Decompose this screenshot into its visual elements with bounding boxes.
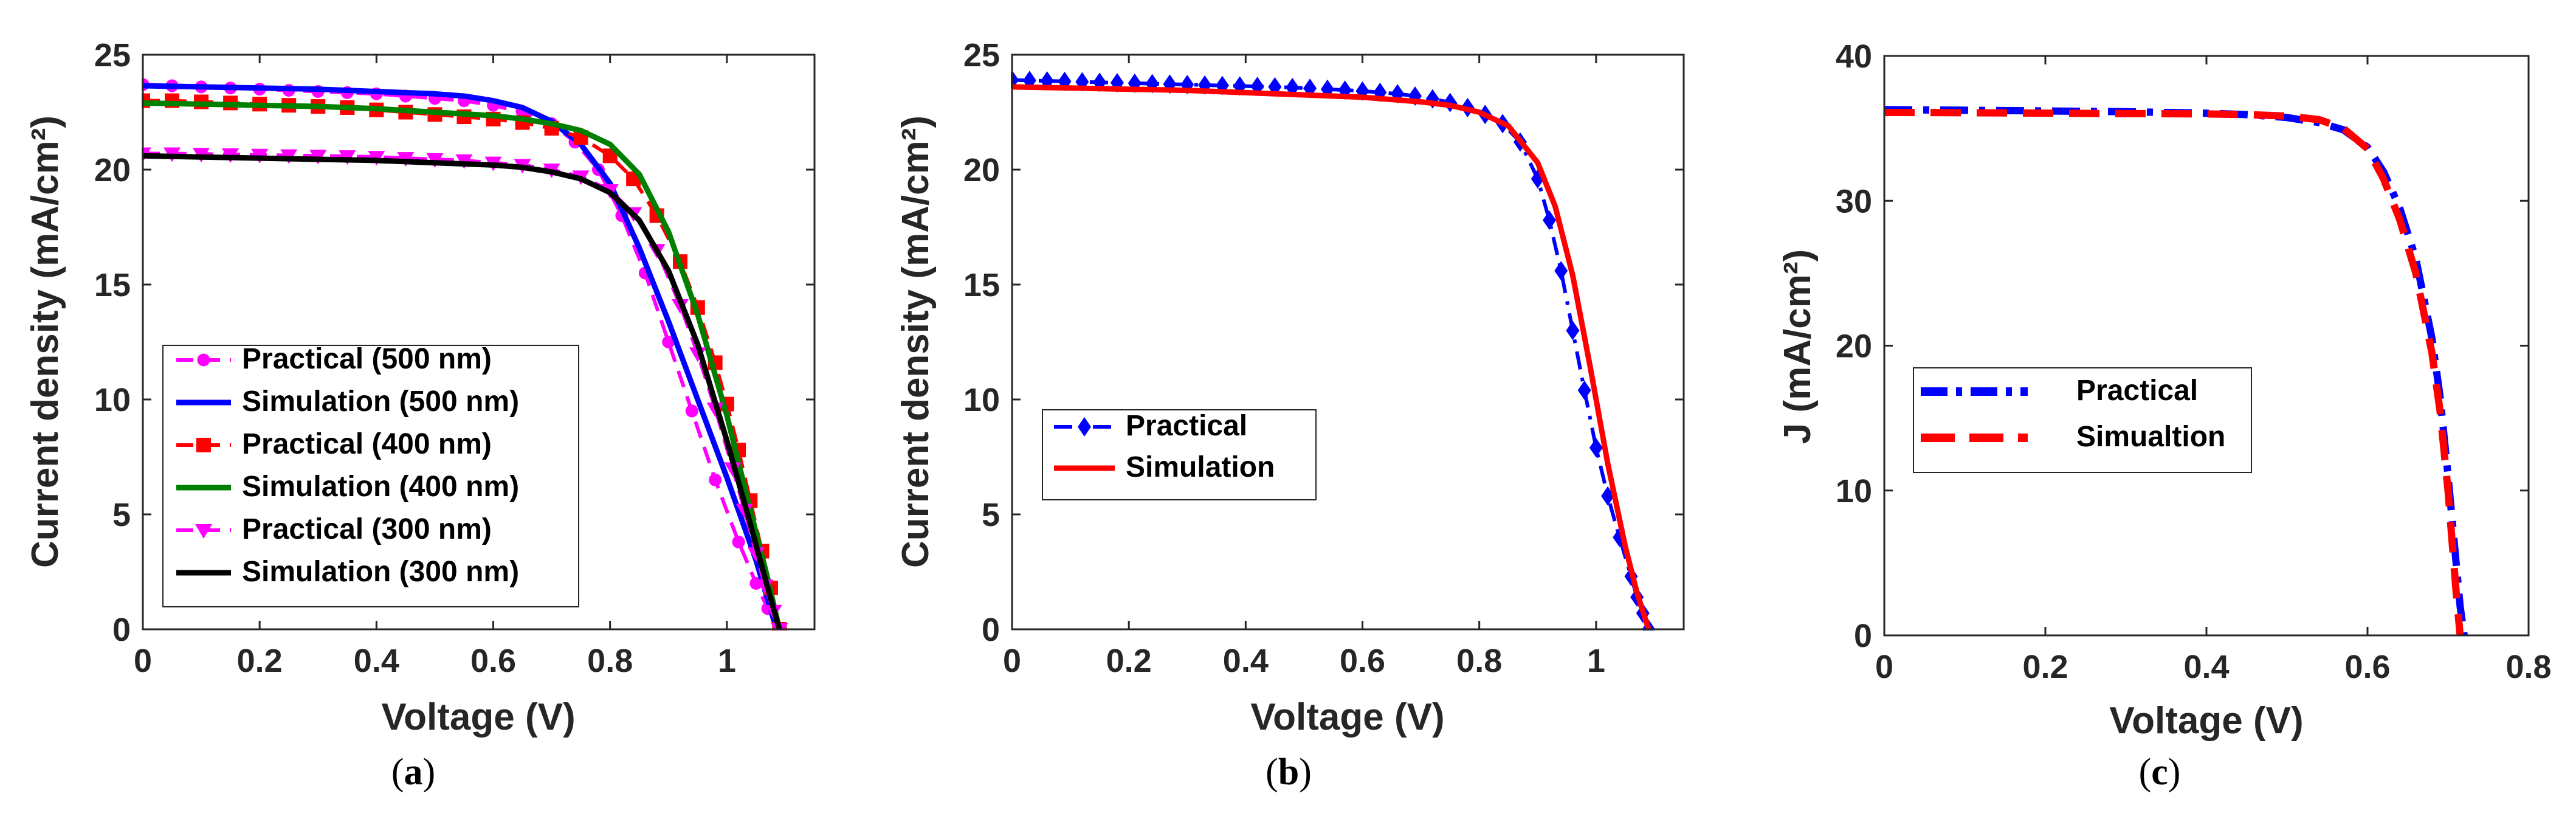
x-axis-label: Voltage (V) (2109, 700, 2303, 742)
caption-close-paren: ) (423, 752, 436, 793)
y-axis-label: Current density (mA/cm²) (24, 116, 66, 568)
x-tick-label: 0.2 (1106, 643, 1152, 679)
x-tick-label: 0.8 (1456, 643, 1502, 679)
legend-marker (1078, 417, 1091, 437)
series-group (1011, 70, 1656, 631)
legend-label: Simulation (300 nm) (242, 556, 519, 588)
x-tick-label: 0.6 (1340, 643, 1385, 679)
y-tick-label: 5 (982, 497, 1000, 533)
x-tick-label: 0.8 (587, 643, 633, 679)
legend-label: Simulation (1126, 451, 1275, 483)
data-point (1577, 380, 1591, 400)
series-line (1884, 108, 2464, 636)
x-tick-label: 0.4 (1223, 643, 1269, 679)
legend-label: Practical (500 nm) (242, 343, 492, 375)
legend-label: Practical (2076, 375, 2198, 407)
x-tick-label: 0.4 (2183, 649, 2229, 685)
y-tick-label: 25 (94, 37, 131, 74)
x-tick-label: 0.2 (237, 643, 283, 679)
x-tick-label: 0.8 (2505, 649, 2551, 685)
legend-label: Simualtion (2076, 421, 2225, 453)
y-tick-label: 20 (1836, 328, 1872, 365)
legend: Practical Simulation (1042, 409, 1317, 500)
panel-caption: (c) (2139, 752, 2181, 793)
caption-close-paren: ) (2168, 752, 2181, 793)
x-tick-label: 0 (134, 643, 152, 679)
legend-label: Simulation (400 nm) (242, 471, 519, 503)
series-group (142, 78, 788, 631)
legend: Practical (500 nm) Simulation (500 nm) Pra… (162, 343, 579, 607)
axes-box (142, 54, 816, 631)
y-tick-label: 25 (963, 37, 1000, 74)
legend-box (162, 345, 579, 607)
y-tick-label: 0 (1854, 618, 1872, 654)
y-tick-label: 15 (94, 267, 131, 303)
legend-label: Simulation (500 nm) (242, 385, 519, 418)
x-axis-label: Voltage (V) (381, 696, 575, 738)
y-tick-label: 15 (963, 267, 1000, 303)
x-tick-label: 1 (718, 643, 736, 679)
caption-letter: c (2151, 752, 2168, 793)
series-line (142, 100, 782, 631)
data-point (1566, 320, 1580, 340)
data-point (1589, 438, 1603, 458)
y-axis-label: J (mA/cm²) (1777, 249, 1819, 444)
caption-letter: a (404, 752, 423, 793)
data-point (732, 535, 745, 548)
x-axis-label: Voltage (V) (1250, 696, 1444, 738)
caption-letter: b (1278, 752, 1299, 793)
panel-c: 0 0.2 0.4 0.6 0.8 0 10 20 30 40 Voltage (V) J (mA/c… (1777, 38, 2552, 793)
data-point (709, 473, 722, 486)
x-tick-label: 0.6 (2344, 649, 2390, 685)
y-tick-label: 5 (112, 497, 131, 533)
caption-open-paren: ( (1266, 752, 1278, 793)
legend-label: Practical (400 nm) (242, 428, 492, 460)
y-tick-label: 20 (963, 152, 1000, 188)
series-group (1884, 106, 2468, 636)
y-tick-label: 0 (112, 612, 131, 648)
caption-open-paren: ( (391, 752, 404, 793)
legend-marker (196, 438, 211, 452)
plot-area (1884, 56, 2529, 635)
legend-marker (197, 353, 210, 367)
x-tick-label: 0 (1875, 649, 1893, 685)
y-tick-label: 30 (1836, 183, 1872, 219)
y-tick-label: 10 (94, 382, 131, 418)
legend-marker (195, 524, 212, 539)
legend-label: Practical (1126, 410, 1247, 442)
y-axis-label: Current density (mA/cm²) (895, 116, 937, 568)
legend-box (1913, 367, 2252, 473)
series-line (143, 98, 782, 630)
x-tick-label: 0.6 (470, 643, 516, 679)
series-line (142, 153, 782, 631)
legend: Practical Simualtion (1913, 367, 2252, 473)
y-tick-label: 40 (1836, 38, 1872, 75)
caption-close-paren: ) (1299, 752, 1312, 793)
plot-area (1012, 55, 1684, 629)
x-tick-label: 0.4 (354, 643, 399, 679)
x-tick-label: 0.2 (2022, 649, 2068, 685)
legend-label: Practical (300 nm) (242, 513, 492, 545)
series-line (1011, 84, 1651, 631)
y-tick-label: 10 (963, 382, 1000, 418)
panel-caption: (b) (1266, 752, 1312, 793)
series-line (142, 83, 779, 631)
axes-box (1011, 54, 1685, 631)
data-point (685, 404, 698, 418)
panel-caption: (a) (391, 752, 435, 793)
y-tick-label: 10 (1836, 473, 1872, 510)
x-tick-label: 0 (1003, 643, 1021, 679)
x-tick-label: 1 (1587, 643, 1605, 679)
data-point (1554, 261, 1568, 281)
data-point (1543, 210, 1556, 230)
y-tick-label: 20 (94, 152, 131, 188)
y-tick-label: 0 (982, 612, 1000, 648)
caption-open-paren: ( (2139, 752, 2152, 793)
